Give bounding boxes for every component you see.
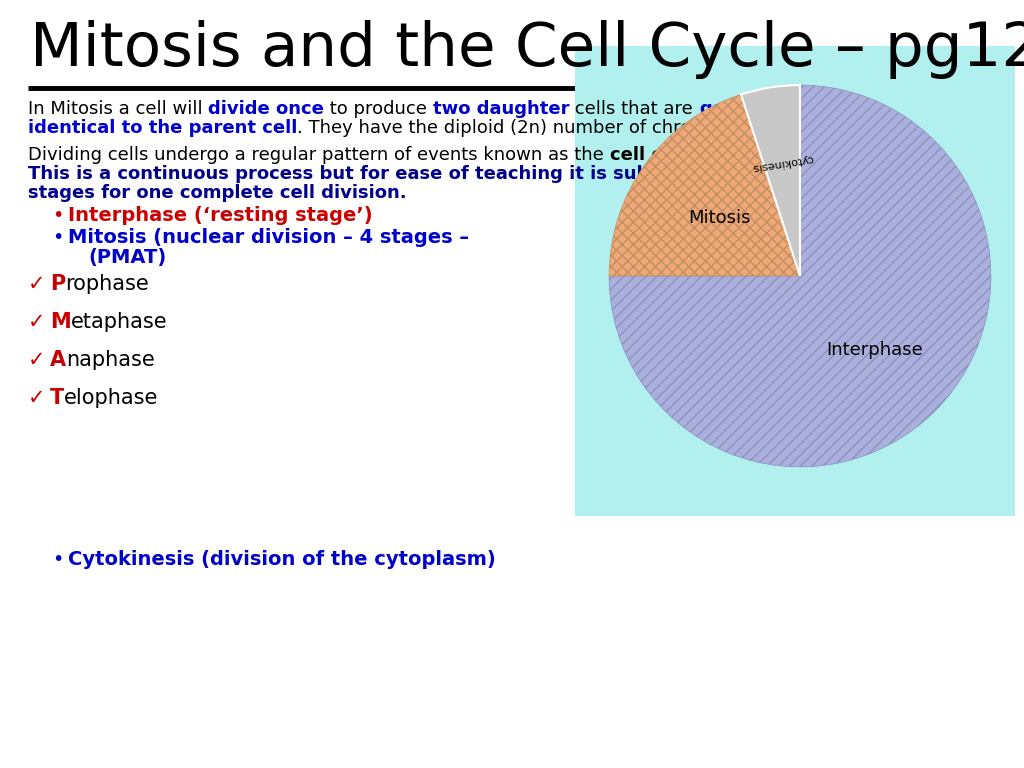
- Text: Mitosis (nuclear division – 4 stages –: Mitosis (nuclear division – 4 stages –: [68, 228, 469, 247]
- Text: A: A: [50, 350, 67, 370]
- Wedge shape: [609, 94, 800, 276]
- Text: rophase: rophase: [66, 274, 150, 294]
- Bar: [575, 46, 1015, 516]
- Text: to produce: to produce: [325, 100, 433, 118]
- Text: Interphase (‘resting stage’): Interphase (‘resting stage’): [68, 206, 373, 225]
- Text: cell cycle (IPMAT).: cell cycle (IPMAT).: [609, 146, 795, 164]
- Text: genetically: genetically: [698, 100, 810, 118]
- Text: ✓: ✓: [28, 388, 45, 408]
- Text: Mitosis and the Cell Cycle – pg120: Mitosis and the Cell Cycle – pg120: [30, 20, 1024, 79]
- Text: elophase: elophase: [65, 388, 159, 408]
- Text: ✓: ✓: [28, 274, 45, 294]
- Text: Interphase: Interphase: [826, 341, 923, 359]
- Text: ✓: ✓: [28, 312, 45, 332]
- Text: T: T: [50, 388, 65, 408]
- Text: (PMAT): (PMAT): [88, 248, 166, 267]
- Text: In Mitosis a cell will: In Mitosis a cell will: [28, 100, 208, 118]
- Wedge shape: [741, 85, 800, 276]
- Text: stages for one complete cell division.: stages for one complete cell division.: [28, 184, 407, 202]
- Text: two daughter: two daughter: [433, 100, 569, 118]
- Text: . They have the diploid (2n) number of chromosomes (GCSE).: . They have the diploid (2n) number of c…: [297, 119, 853, 137]
- Text: Mitosis: Mitosis: [688, 209, 751, 227]
- Text: Cytokinesis (division of the cytoplasm): Cytokinesis (division of the cytoplasm): [68, 550, 496, 569]
- Text: P: P: [50, 274, 66, 294]
- Text: identical to the parent cell: identical to the parent cell: [28, 119, 297, 137]
- Text: •: •: [52, 206, 63, 225]
- Text: •: •: [52, 550, 63, 569]
- Text: Dividing cells undergo a regular pattern of events known as the: Dividing cells undergo a regular pattern…: [28, 146, 609, 164]
- Text: •: •: [52, 228, 63, 247]
- Wedge shape: [609, 85, 991, 467]
- Text: etaphase: etaphase: [71, 312, 167, 332]
- Text: naphase: naphase: [67, 350, 155, 370]
- Text: cells that are: cells that are: [569, 100, 698, 118]
- Text: ✓: ✓: [28, 350, 45, 370]
- Text: cytokinesis: cytokinesis: [751, 153, 813, 173]
- Text: divide once: divide once: [208, 100, 325, 118]
- Text: M: M: [50, 312, 71, 332]
- Text: This is a continuous process but for ease of teaching it is subdivided into diff: This is a continuous process but for eas…: [28, 165, 865, 183]
